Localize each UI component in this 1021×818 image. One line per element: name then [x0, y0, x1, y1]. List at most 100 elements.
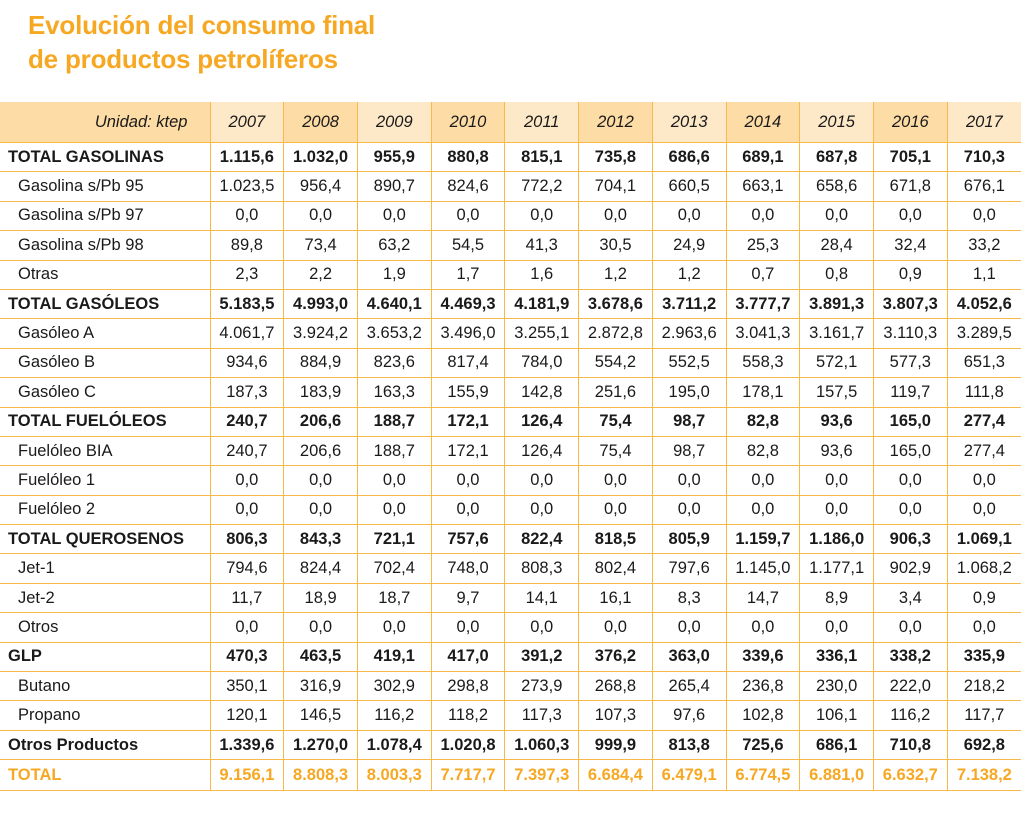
- value-cell: 663,1: [725, 171, 800, 202]
- value-cell: 0,0: [209, 612, 284, 643]
- value-cell: 0,0: [430, 495, 505, 526]
- row-label: Gasolina s/Pb 97: [0, 201, 210, 232]
- value-cell: 1.186,0: [799, 524, 874, 555]
- value-cell: 0,0: [578, 495, 653, 526]
- value-cell: 805,9: [651, 524, 727, 555]
- row-label: Fuelóleo 1: [0, 465, 210, 496]
- value-cell: 463,5: [283, 641, 358, 673]
- value-cell: 172,1: [430, 436, 505, 467]
- value-cell: 222,0: [872, 671, 948, 702]
- value-cell: 687,8: [799, 141, 874, 173]
- value-cell: 116,2: [872, 700, 948, 731]
- value-cell: 0,0: [283, 495, 358, 526]
- value-cell: 350,1: [209, 671, 284, 702]
- value-cell: 8,3: [651, 583, 727, 614]
- table-row: Otros 0,0 0,0 0,0 0,0 0,0 0,0 0,0 0,0 0,0 0,0 0,0: [0, 612, 1021, 643]
- value-cell: 116,2: [356, 700, 432, 731]
- value-cell: 2,3: [209, 260, 284, 290]
- value-cell: 1.339,6: [209, 729, 284, 761]
- value-cell: 4.061,7: [209, 318, 284, 349]
- table-row: Fuelóleo 1 0,0 0,0 0,0 0,0 0,0 0,0 0,0 0,0 0,0 0,0…: [0, 465, 1021, 496]
- value-cell: 0,0: [651, 465, 727, 496]
- year-header-2009: 2009: [356, 102, 432, 143]
- value-cell: 117,3: [504, 700, 579, 731]
- row-label: TOTAL: [0, 759, 210, 792]
- value-cell: 999,9: [578, 729, 653, 761]
- table-row: Jet-1 794,6 824,4 702,4 748,0 808,3 802,4 797,6…: [0, 553, 1021, 584]
- value-cell: 0,0: [799, 465, 874, 496]
- table-row: Propano 120,1 146,5 116,2 118,2 117,3 107,3 97,…: [0, 700, 1021, 731]
- value-cell: 651,3: [946, 348, 1021, 379]
- value-cell: 0,0: [504, 201, 579, 232]
- value-cell: 118,2: [430, 700, 505, 731]
- value-cell: 3.711,2: [651, 288, 727, 320]
- value-cell: 1.032,0: [283, 141, 358, 173]
- year-header-2008: 2008: [283, 102, 358, 143]
- value-cell: 0,8: [799, 260, 874, 290]
- value-cell: 0,0: [799, 201, 874, 232]
- consumption-table: Unidad: ktep 2007 2008 2009 2010 2011 2012 201…: [0, 102, 1021, 792]
- value-cell: 794,6: [209, 553, 284, 584]
- value-cell: 822,4: [504, 524, 579, 555]
- value-cell: 671,8: [872, 171, 948, 202]
- value-cell: 335,9: [946, 641, 1021, 673]
- value-cell: 880,8: [430, 141, 505, 173]
- value-cell: 82,8: [725, 436, 800, 467]
- value-cell: 721,1: [356, 524, 432, 555]
- value-cell: 236,8: [725, 671, 800, 702]
- row-label: Fuelóleo 2: [0, 495, 210, 526]
- value-cell: 187,3: [209, 377, 284, 408]
- value-cell: 41,3: [504, 230, 579, 261]
- value-cell: 884,9: [283, 348, 358, 379]
- value-cell: 1,2: [651, 260, 727, 290]
- value-cell: 16,1: [578, 583, 653, 614]
- value-cell: 2.872,8: [578, 318, 653, 349]
- table-row: Jet-2 11,7 18,9 18,7 9,7 14,1 16,1 8,3 14,7 8,9 3,…: [0, 583, 1021, 614]
- value-cell: 363,0: [651, 641, 727, 673]
- value-cell: 11,7: [209, 583, 284, 614]
- year-header-2014: 2014: [725, 102, 800, 143]
- value-cell: 0,0: [725, 201, 800, 232]
- value-cell: 30,5: [578, 230, 653, 261]
- value-cell: 0,0: [209, 495, 284, 526]
- value-cell: 0,0: [872, 465, 948, 496]
- value-cell: 230,0: [799, 671, 874, 702]
- row-label: Otras: [0, 260, 210, 290]
- value-cell: 1.159,7: [725, 524, 800, 555]
- value-cell: 806,3: [209, 524, 284, 555]
- table-row: Gasolina s/Pb 97 0,0 0,0 0,0 0,0 0,0 0,0 0,0 0,0…: [0, 201, 1021, 232]
- value-cell: 3.924,2: [283, 318, 358, 349]
- total-row: TOTAL GASOLINAS 1.115,6 1.032,0 955,9 880,8 8…: [0, 141, 1021, 173]
- value-cell: 4.181,9: [504, 288, 579, 320]
- row-label: TOTAL GASOLINAS: [0, 141, 210, 173]
- row-label: Otros Productos: [0, 729, 210, 761]
- value-cell: 704,1: [578, 171, 653, 202]
- value-cell: 391,2: [504, 641, 579, 673]
- value-cell: 813,8: [651, 729, 727, 761]
- value-cell: 417,0: [430, 641, 505, 673]
- value-cell: 802,4: [578, 553, 653, 584]
- value-cell: 0,0: [283, 612, 358, 643]
- value-cell: 784,0: [504, 348, 579, 379]
- value-cell: 577,3: [872, 348, 948, 379]
- table-row: Gasolina s/Pb 95 1.023,5 956,4 890,7 824,6 77…: [0, 171, 1021, 202]
- year-header-2016: 2016: [872, 102, 948, 143]
- value-cell: 111,8: [946, 377, 1021, 408]
- value-cell: 815,1: [504, 141, 579, 173]
- row-label: Gasolina s/Pb 98: [0, 230, 210, 261]
- value-cell: 902,9: [872, 553, 948, 584]
- value-cell: 0,0: [209, 465, 284, 496]
- value-cell: 106,1: [799, 700, 874, 731]
- value-cell: 240,7: [209, 436, 284, 467]
- value-cell: 686,6: [651, 141, 727, 173]
- table-body: TOTAL GASOLINAS 1.115,6 1.032,0 955,9 880,8 8…: [0, 141, 1021, 792]
- row-label: Butano: [0, 671, 210, 702]
- value-cell: 97,6: [651, 700, 727, 731]
- value-cell: 195,0: [651, 377, 727, 408]
- value-cell: 705,1: [872, 141, 948, 173]
- value-cell: 0,0: [283, 465, 358, 496]
- table-row: Gasóleo B 934,6 884,9 823,6 817,4 784,0 554,2 5…: [0, 348, 1021, 379]
- value-cell: 1.023,5: [209, 171, 284, 202]
- value-cell: 277,4: [946, 436, 1021, 467]
- value-cell: 692,8: [946, 729, 1021, 761]
